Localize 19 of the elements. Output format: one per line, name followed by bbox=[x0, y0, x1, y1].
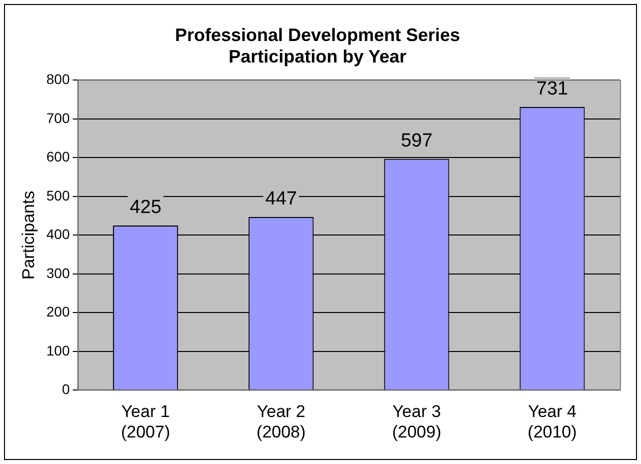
y-axis-title: Participants bbox=[18, 190, 38, 280]
data-label: 731 bbox=[536, 78, 568, 100]
y-tick-label: 700 bbox=[46, 110, 70, 126]
y-tick-label: 400 bbox=[46, 226, 70, 242]
x-tick-label: Year 2 (2008) bbox=[256, 402, 306, 442]
data-label: 447 bbox=[265, 188, 297, 210]
y-tick-label: 600 bbox=[46, 148, 70, 165]
y-tick-label: 500 bbox=[46, 187, 70, 204]
y-tick-label: 800 bbox=[46, 71, 70, 88]
x-tick-label: Year 4 (2010) bbox=[528, 402, 577, 442]
y-tick-label: 200 bbox=[46, 304, 70, 320]
x-tick-label: Year 3 (2009) bbox=[392, 402, 442, 442]
y-tick-label: 0 bbox=[62, 381, 70, 398]
x-tick-label: Year 1 (2007) bbox=[120, 402, 170, 442]
data-label: 425 bbox=[130, 197, 162, 218]
chart-title: Professional Development Series Participation by Year bbox=[174, 24, 460, 66]
data-label: 597 bbox=[400, 130, 433, 152]
y-tick-label: 100 bbox=[46, 342, 70, 358]
y-tick-label: 300 bbox=[46, 264, 70, 281]
